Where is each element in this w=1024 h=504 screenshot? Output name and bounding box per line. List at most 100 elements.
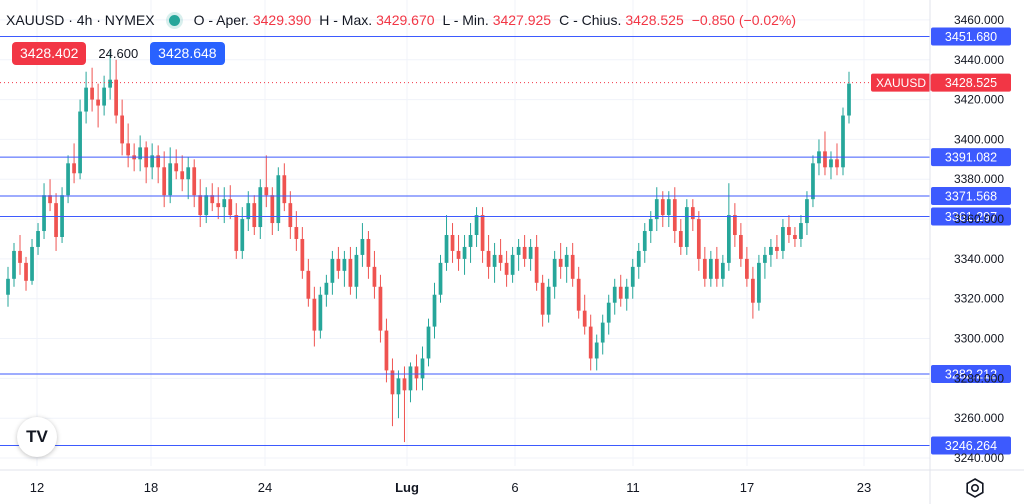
- candle-body[interactable]: [546, 286, 551, 315]
- candle-body[interactable]: [126, 143, 131, 156]
- candle-body[interactable]: [396, 378, 401, 395]
- candle-body[interactable]: [30, 246, 34, 281]
- candle-body[interactable]: [78, 111, 82, 174]
- candle-body[interactable]: [354, 254, 359, 287]
- candle-body[interactable]: [252, 203, 257, 228]
- horizontal-lines[interactable]: 3451.680 3391.082 3371.568 3361.297 3282.212…: [0, 27, 1011, 455]
- candle-body[interactable]: [787, 227, 791, 235]
- candle-body[interactable]: [492, 254, 497, 267]
- candle-body[interactable]: [751, 278, 755, 303]
- buy-button[interactable]: 3428.648: [150, 42, 225, 65]
- candle-body[interactable]: [378, 286, 383, 331]
- time-axis[interactable]: 12 18 24 Lug 6 11 17 23: [0, 469, 1024, 495]
- candle-body[interactable]: [12, 250, 16, 279]
- candle-body[interactable]: [432, 294, 437, 327]
- candle-body[interactable]: [769, 246, 773, 255]
- sell-button[interactable]: 3428.402: [12, 42, 87, 65]
- candle-body[interactable]: [330, 258, 335, 283]
- price-axis[interactable]: 3460.000 3440.000 3420.000 3400.000 3380.000…: [929, 0, 1004, 504]
- candle-body[interactable]: [36, 231, 40, 247]
- candle-body[interactable]: [642, 231, 647, 251]
- candle-body[interactable]: [624, 286, 629, 299]
- candle-body[interactable]: [402, 378, 407, 391]
- candle-body[interactable]: [714, 258, 719, 279]
- candle-body[interactable]: [726, 215, 731, 263]
- candles[interactable]: [6, 51, 851, 443]
- candle-body[interactable]: [468, 235, 473, 247]
- candle-body[interactable]: [102, 87, 106, 106]
- candle-body[interactable]: [54, 203, 58, 237]
- candle-body[interactable]: [720, 262, 725, 279]
- candle-body[interactable]: [204, 195, 209, 216]
- candle-body[interactable]: [198, 195, 203, 216]
- candle-body[interactable]: [306, 270, 311, 299]
- candle-body[interactable]: [264, 187, 269, 196]
- candle-body[interactable]: [708, 258, 713, 279]
- candle-body[interactable]: [654, 199, 659, 220]
- candle-body[interactable]: [372, 266, 377, 287]
- candle-body[interactable]: [757, 262, 761, 303]
- candle-body[interactable]: [282, 175, 287, 204]
- candle-body[interactable]: [312, 298, 317, 331]
- candle-body[interactable]: [570, 254, 575, 279]
- candle-body[interactable]: [486, 250, 491, 267]
- candle-body[interactable]: [684, 207, 689, 247]
- candle-body[interactable]: [606, 302, 611, 323]
- candle-body[interactable]: [366, 238, 371, 267]
- candle-body[interactable]: [510, 254, 515, 275]
- candle-body[interactable]: [612, 286, 617, 303]
- candle-body[interactable]: [540, 282, 545, 315]
- candle-body[interactable]: [660, 199, 665, 216]
- candle-body[interactable]: [246, 203, 251, 220]
- candle-body[interactable]: [324, 282, 329, 295]
- candle-body[interactable]: [90, 87, 94, 100]
- candle-body[interactable]: [408, 366, 413, 391]
- candle-body[interactable]: [474, 215, 479, 235]
- candle-body[interactable]: [534, 246, 539, 283]
- candle-body[interactable]: [114, 79, 118, 116]
- candle-body[interactable]: [18, 250, 22, 263]
- candle-body[interactable]: [522, 246, 527, 259]
- candle-body[interactable]: [733, 215, 737, 235]
- candle-body[interactable]: [781, 227, 785, 251]
- candle-body[interactable]: [630, 266, 635, 287]
- candle-body[interactable]: [348, 258, 353, 287]
- candle-body[interactable]: [48, 195, 52, 204]
- candle-body[interactable]: [498, 254, 503, 263]
- candle-body[interactable]: [564, 254, 569, 267]
- candle-body[interactable]: [24, 262, 28, 281]
- gear-icon[interactable]: [964, 477, 986, 499]
- candle-body[interactable]: [42, 195, 46, 232]
- candle-body[interactable]: [462, 246, 467, 259]
- candle-body[interactable]: [210, 195, 215, 204]
- candle-body[interactable]: [234, 215, 239, 251]
- candle-body[interactable]: [360, 238, 365, 255]
- candle-body[interactable]: [552, 258, 557, 287]
- candle-body[interactable]: [841, 115, 845, 168]
- candle-body[interactable]: [516, 246, 521, 255]
- candle-body[interactable]: [444, 235, 449, 263]
- candle-body[interactable]: [763, 254, 767, 263]
- candle-body[interactable]: [835, 159, 839, 168]
- candle-body[interactable]: [186, 167, 191, 180]
- candle-body[interactable]: [823, 151, 827, 168]
- candle-body[interactable]: [582, 310, 587, 327]
- candle-body[interactable]: [318, 294, 323, 331]
- candle-body[interactable]: [739, 235, 743, 259]
- candle-body[interactable]: [228, 199, 233, 216]
- candle-body[interactable]: [745, 258, 749, 279]
- candle-body[interactable]: [504, 262, 509, 275]
- candle-body[interactable]: [480, 215, 485, 251]
- candle-body[interactable]: [390, 370, 395, 395]
- candle-body[interactable]: [240, 219, 245, 251]
- candle-body[interactable]: [384, 330, 389, 371]
- candle-body[interactable]: [72, 163, 76, 174]
- symbol-title[interactable]: XAUUSD · 4h · NYMEX: [6, 12, 155, 28]
- candle-body[interactable]: [342, 258, 347, 271]
- candle-body[interactable]: [180, 171, 185, 180]
- candle-body[interactable]: [288, 203, 293, 228]
- candle-body[interactable]: [690, 207, 695, 220]
- candle-body[interactable]: [414, 366, 419, 379]
- candle-body[interactable]: [156, 155, 161, 168]
